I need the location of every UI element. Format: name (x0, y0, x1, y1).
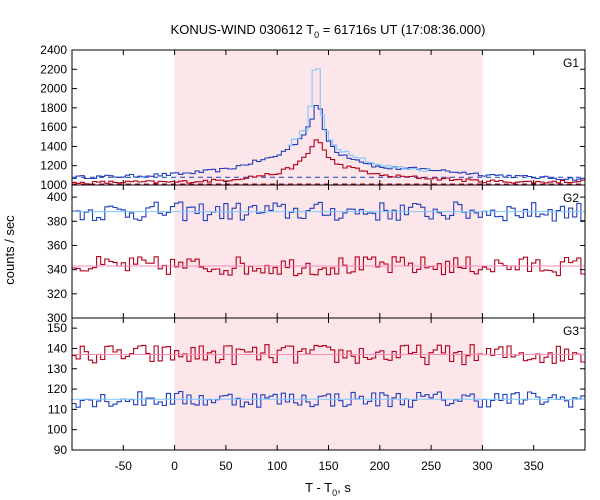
x-tick-label: 200 (370, 459, 390, 473)
x-tick-label: 350 (524, 459, 544, 473)
series-g3-blue (72, 391, 585, 408)
panel-label-g1: G1 (563, 56, 579, 70)
panel-label-g3: G3 (563, 324, 579, 338)
series-g3-red (72, 344, 585, 366)
burst-interval-shade (174, 50, 483, 450)
y-tick-label: 300 (47, 311, 67, 325)
y-tick-label: 100 (47, 423, 67, 437)
y-tick-label: 340 (47, 263, 67, 277)
y-tick-label: 110 (48, 402, 67, 416)
y-tick-label: 1000 (40, 178, 67, 192)
y-tick-label: 1400 (40, 139, 67, 153)
y-tick-label: 150 (47, 321, 67, 335)
x-tick-label: 50 (219, 459, 233, 473)
series-g2-blue (72, 201, 585, 222)
y-tick-label: 1200 (40, 159, 67, 173)
y-tick-label: 2000 (40, 82, 67, 96)
x-tick-label: 250 (421, 459, 441, 473)
y-tick-label: 1800 (40, 101, 67, 115)
x-tick-label: 0 (171, 459, 178, 473)
y-tick-label: 90 (54, 443, 68, 457)
y-tick-label: 120 (47, 382, 67, 396)
y-tick-label: 380 (47, 214, 67, 228)
y-tick-label: 140 (47, 341, 67, 355)
x-tick-label: 300 (472, 459, 492, 473)
series-g2-red (72, 256, 585, 277)
panel-label-g2: G2 (563, 191, 579, 205)
y-tick-label: 400 (47, 190, 67, 204)
x-axis-label: T - T0, s (305, 480, 351, 498)
y-tick-label: 360 (47, 238, 67, 252)
series-g1-lightblue (287, 68, 432, 173)
y-tick-label: 130 (47, 362, 67, 376)
y-axis-label: counts / sec (2, 215, 17, 285)
y-tick-label: 2200 (40, 62, 67, 76)
x-tick-label: -50 (115, 459, 133, 473)
x-tick-label: 150 (318, 459, 338, 473)
y-tick-label: 320 (47, 287, 67, 301)
x-tick-label: 100 (267, 459, 287, 473)
y-tick-label: 2400 (40, 43, 67, 57)
y-tick-label: 1600 (40, 120, 67, 134)
series-g1-red (72, 139, 585, 185)
series-g1-blue (72, 104, 585, 181)
chart-title: KONUS-WIND 030612 T0 = 61716s UT (17:08:… (171, 22, 486, 40)
